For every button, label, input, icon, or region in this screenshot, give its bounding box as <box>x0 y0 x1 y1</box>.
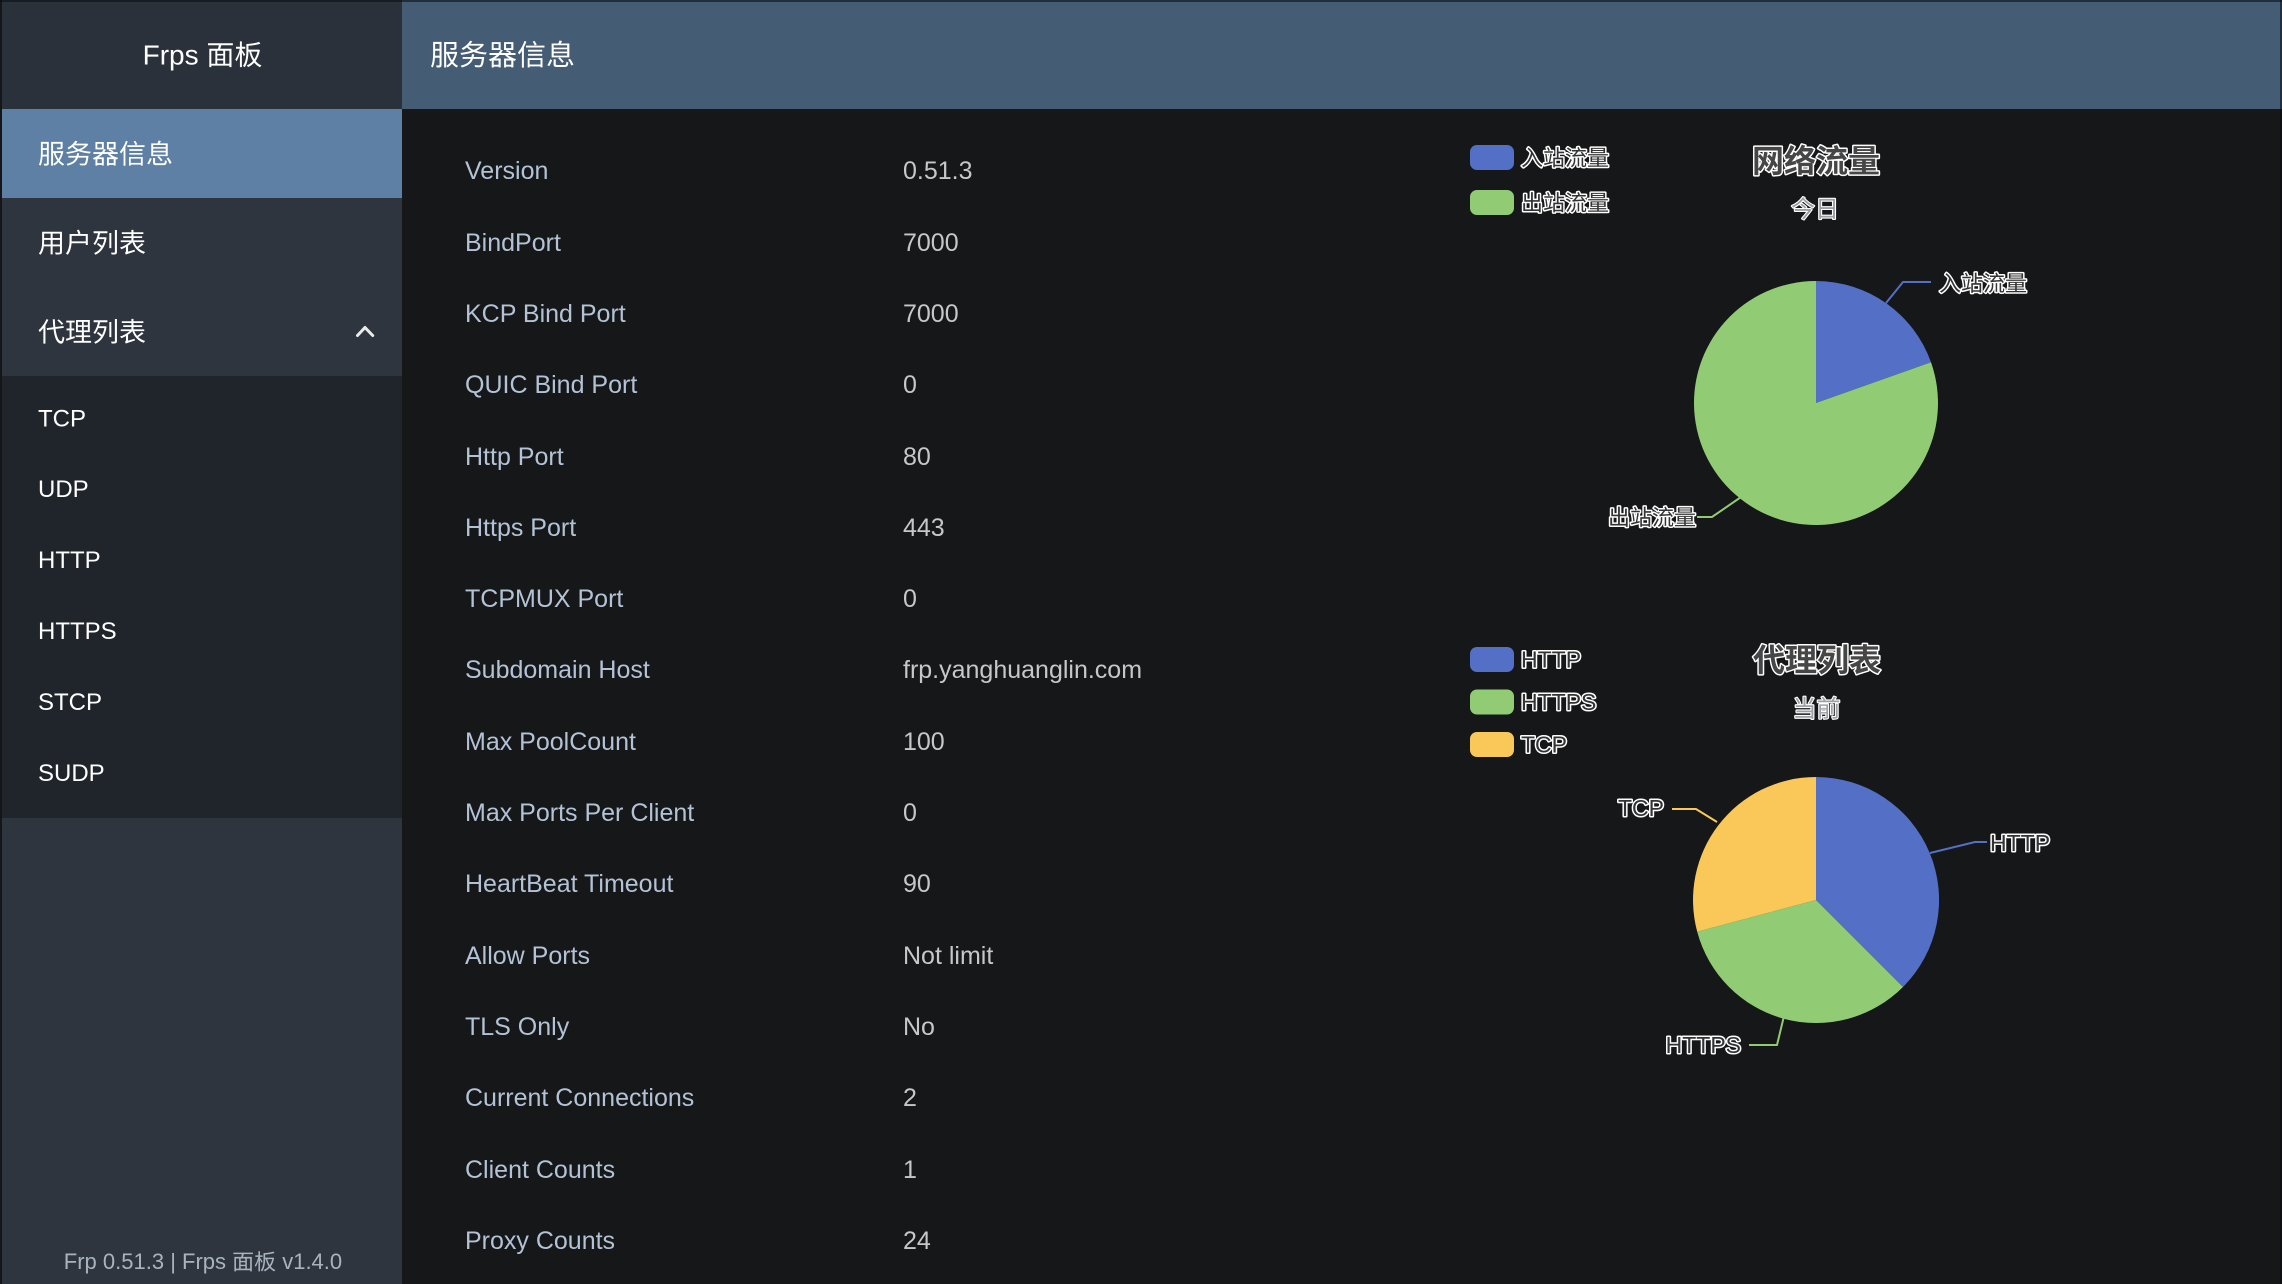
svg-text:HTTPS: HTTPS <box>1521 689 1596 715</box>
svg-text:HTTPS: HTTPS <box>1666 1032 1741 1058</box>
svg-text:v1.4.0: v1.4.0 <box>276 1249 342 1274</box>
svg-text:HTTPS: HTTPS <box>38 618 117 645</box>
svg-text:STCP: STCP <box>38 689 102 716</box>
svg-text:HTTP: HTTP <box>1521 646 1581 672</box>
svg-text:Frp 0.51.3 | Frps: Frp 0.51.3 | Frps <box>64 1249 232 1274</box>
svg-text:TCP: TCP <box>1618 795 1664 821</box>
svg-text:HTTP: HTTP <box>38 547 101 574</box>
svg-text:SUDP: SUDP <box>38 760 105 787</box>
svg-text:TCP: TCP <box>1521 731 1567 757</box>
svg-text:Frps: Frps <box>143 39 199 70</box>
svg-text:UDP: UDP <box>38 476 89 503</box>
svg-text:TCP: TCP <box>38 405 86 432</box>
svg-text:HTTP: HTTP <box>1990 830 2050 856</box>
